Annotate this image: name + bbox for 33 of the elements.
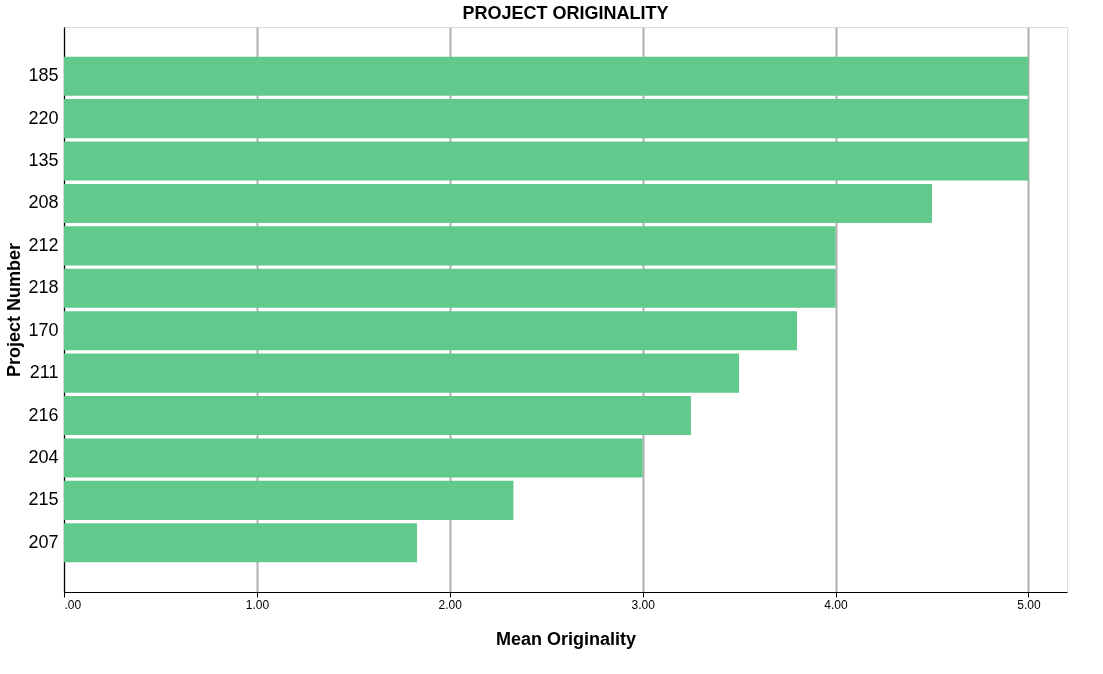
x-tick-label: 2.00: [438, 597, 463, 612]
x-tick-label: 5.00: [1017, 597, 1041, 612]
y-tick-label: 218: [28, 277, 59, 298]
bar: [64, 99, 1029, 139]
bar: [64, 141, 1029, 181]
x-tick-label: 1.00: [245, 597, 270, 612]
y-tick-label: 220: [28, 107, 59, 128]
bar: [64, 523, 417, 563]
bar: [64, 268, 836, 308]
bar: [64, 226, 836, 266]
y-tick-label: 211: [29, 362, 59, 383]
y-tick-label: 212: [28, 234, 59, 255]
x-tick-label: 4.00: [824, 597, 849, 612]
y-tick-label: 208: [28, 192, 59, 213]
y-tick-label: 207: [28, 531, 59, 552]
y-axis-title: Project Number: [4, 242, 25, 378]
bar: [64, 480, 514, 520]
bar: [64, 311, 797, 351]
bar: [64, 438, 643, 478]
bar: [64, 396, 691, 436]
x-axis-title: Mean Originality: [495, 628, 637, 649]
bar: [64, 56, 1029, 96]
bar: [64, 183, 932, 223]
bar: [64, 353, 740, 393]
y-tick-label: 135: [28, 150, 59, 171]
y-tick-label: 170: [28, 319, 59, 340]
y-tick-label: 185: [28, 65, 59, 86]
x-tick-label: 3.00: [631, 597, 656, 612]
y-tick-label: 215: [28, 489, 59, 510]
y-tick-label: 204: [28, 446, 59, 467]
x-tick-label: .00: [64, 597, 82, 612]
y-tick-label: 216: [28, 404, 59, 425]
chart-title: PROJECT ORIGINALITY: [462, 3, 669, 23]
